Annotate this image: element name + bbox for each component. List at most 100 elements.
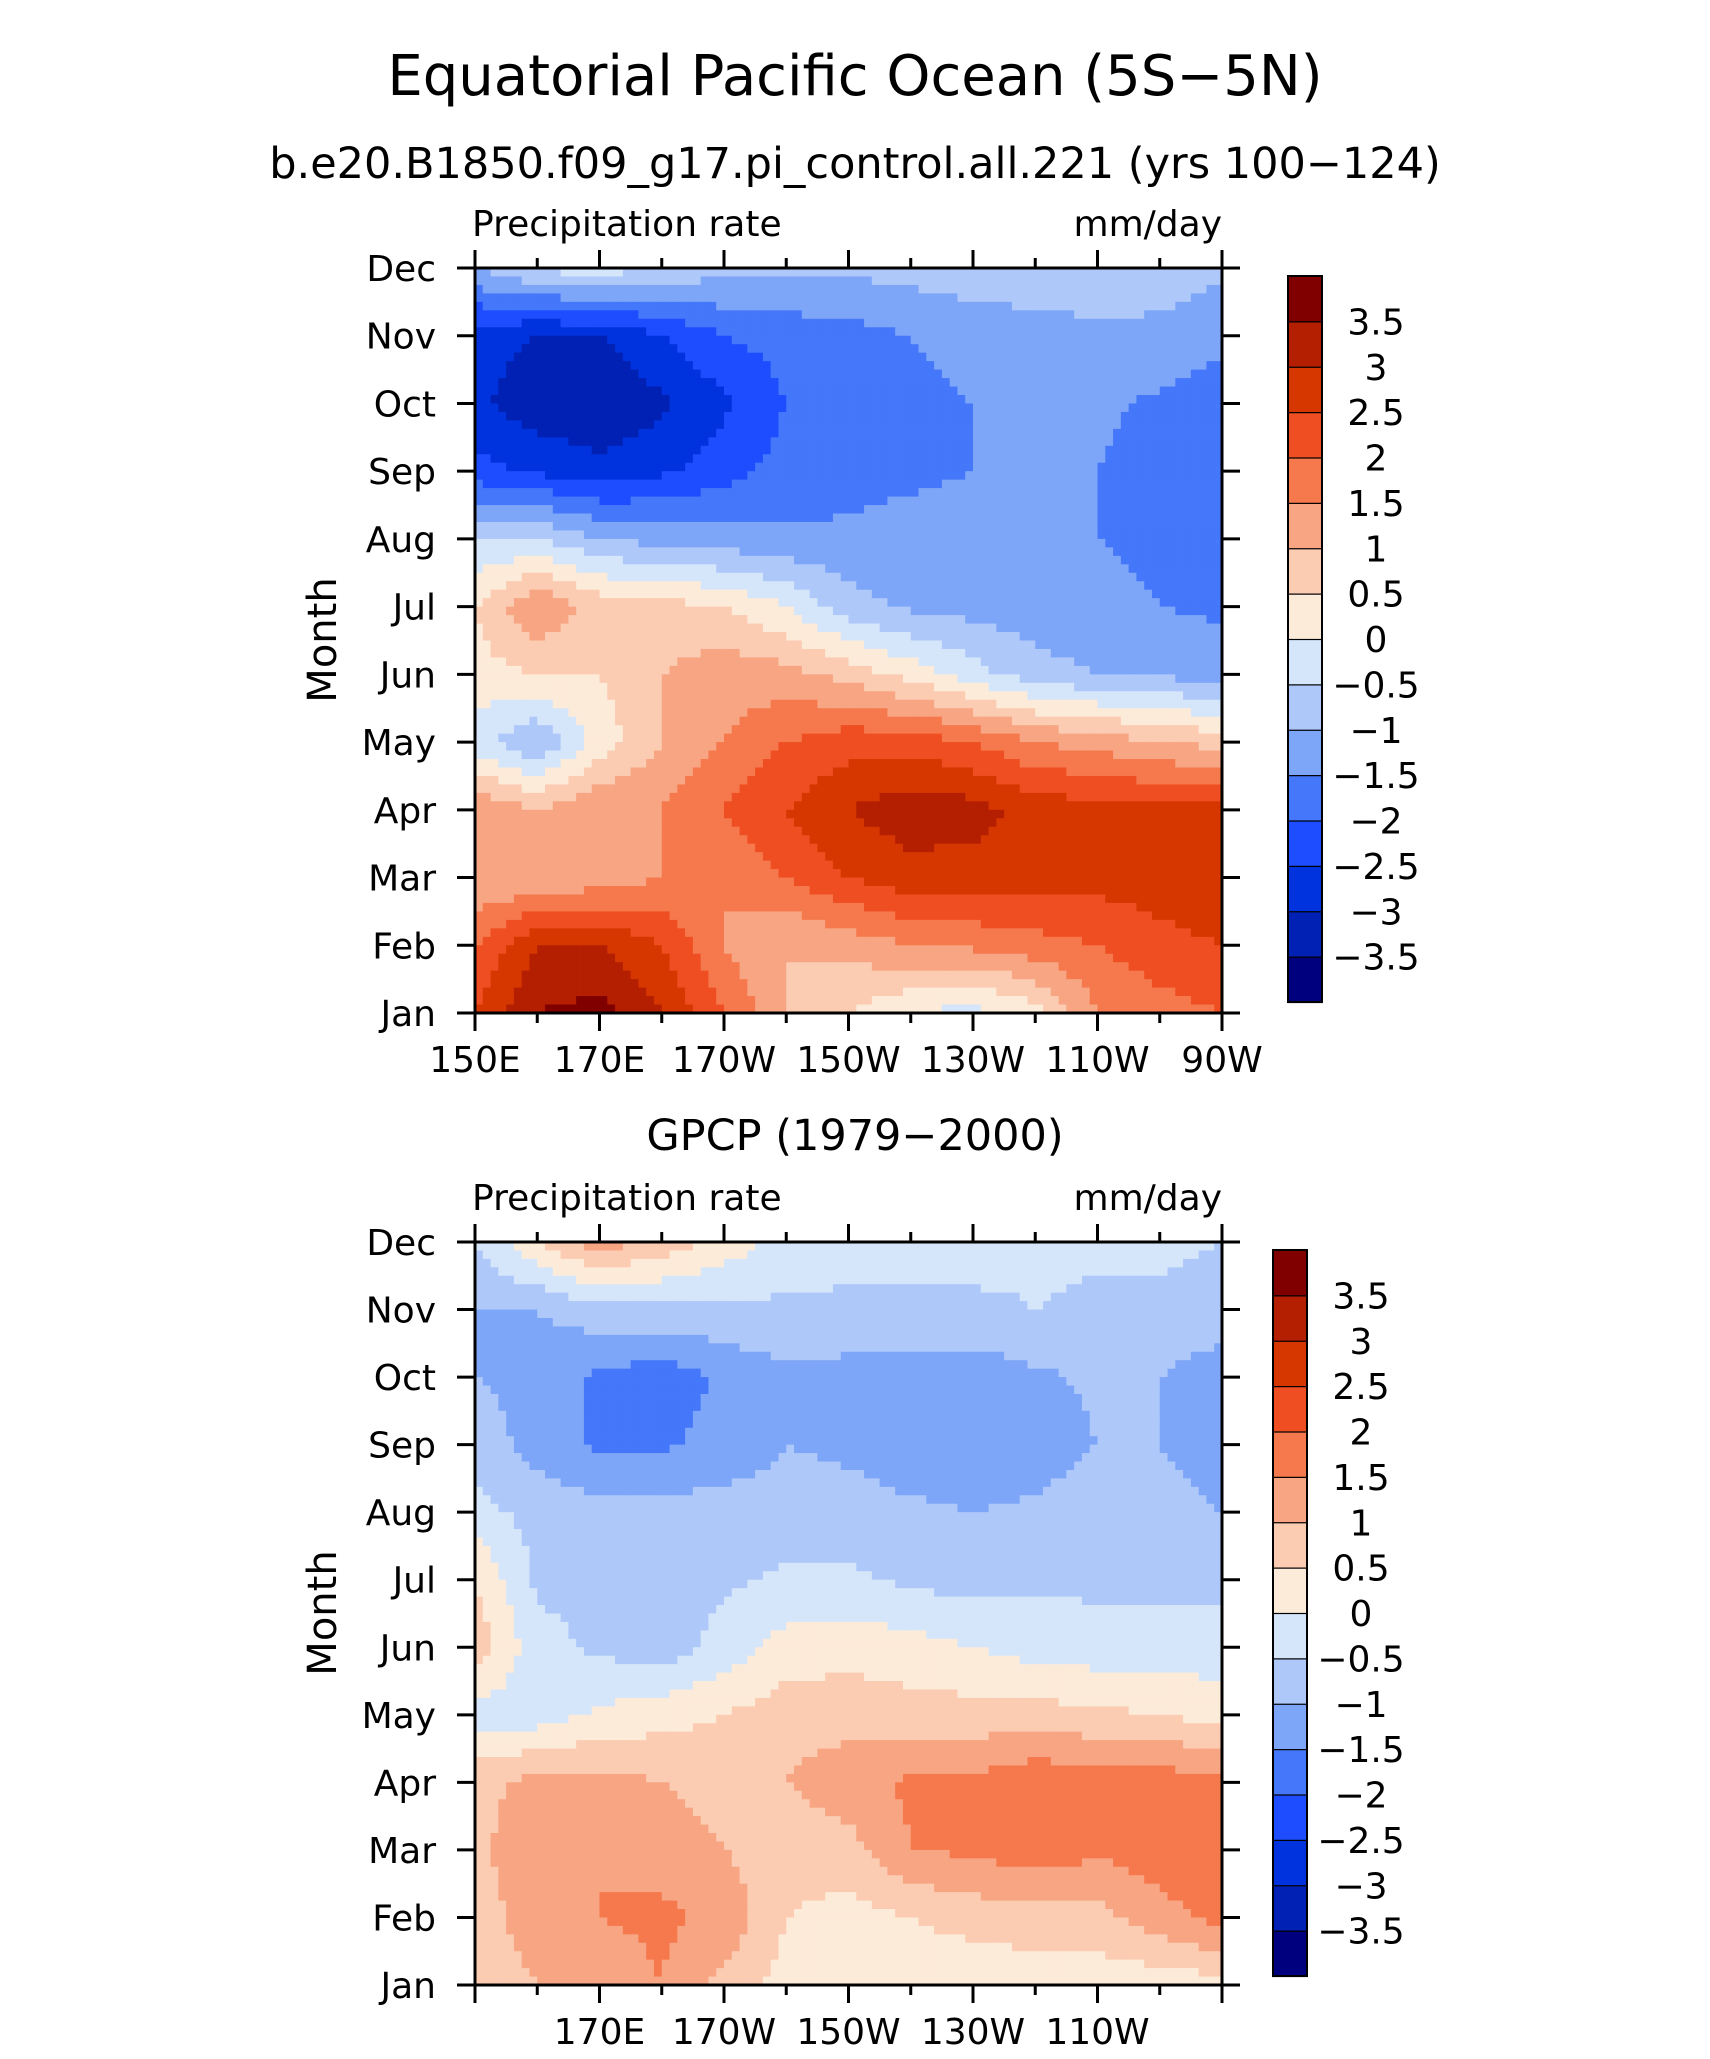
heatmap-cell	[1175, 268, 1184, 278]
heatmap-cell	[583, 589, 593, 599]
heatmap-cell	[1175, 564, 1184, 574]
heatmap-cell	[677, 403, 686, 413]
heatmap-cell	[661, 530, 671, 540]
heatmap-cell	[646, 301, 655, 311]
heatmap-cell	[1206, 394, 1215, 405]
heatmap-cell	[926, 479, 935, 489]
heatmap-cell	[840, 386, 850, 396]
heatmap-cell	[591, 386, 601, 396]
heatmap-cell	[1004, 530, 1013, 540]
heatmap-cell	[1089, 301, 1099, 311]
heatmap-cell	[910, 691, 920, 701]
heatmap-cell	[1198, 462, 1208, 472]
heatmap-cell	[1004, 615, 1013, 625]
heatmap-cell	[856, 648, 865, 659]
heatmap-cell	[848, 479, 857, 489]
heatmap-cell	[786, 352, 795, 362]
heatmap-cell	[1074, 369, 1083, 379]
heatmap-cell	[1128, 572, 1138, 582]
heatmap-cell	[1066, 378, 1075, 388]
heatmap-cell	[1097, 293, 1106, 303]
heatmap-cell	[724, 615, 733, 625]
heatmap-cell	[677, 623, 686, 633]
heatmap-cell	[568, 276, 577, 286]
heatmap-cell	[1027, 623, 1036, 633]
heatmap-cell	[475, 606, 484, 616]
heatmap-cell	[677, 488, 686, 498]
heatmap-cell	[498, 352, 507, 362]
heatmap-cell	[513, 344, 523, 354]
heatmap-cell	[778, 496, 787, 506]
heatmap-cell	[856, 268, 865, 278]
heatmap-cell	[887, 344, 896, 354]
heatmap-cell	[949, 394, 959, 405]
heatmap-cell	[1175, 606, 1184, 616]
heatmap-cell	[996, 471, 1005, 481]
heatmap-cell	[591, 344, 601, 354]
heatmap-cell	[1128, 505, 1138, 515]
heatmap-cell	[724, 657, 733, 667]
heatmap-cell	[560, 361, 569, 371]
heatmap-cell	[700, 665, 710, 675]
heatmap-cell	[1167, 445, 1176, 455]
heatmap-cell	[910, 369, 920, 379]
heatmap-cell	[1066, 394, 1075, 405]
heatmap-cell	[755, 521, 764, 532]
heatmap-cell	[1035, 428, 1044, 438]
heatmap-cell	[583, 606, 593, 616]
heatmap-cell	[1027, 606, 1036, 616]
heatmap-cell	[794, 521, 803, 532]
heatmap-cell	[879, 632, 889, 642]
heatmap-cell	[724, 268, 733, 278]
heatmap-cell	[521, 496, 531, 506]
heatmap-cell	[677, 318, 686, 328]
heatmap-cell	[1198, 589, 1208, 599]
heatmap-cell	[1206, 276, 1215, 286]
heatmap-cell	[973, 581, 982, 591]
heatmap-cell	[1167, 640, 1176, 650]
heatmap-cell	[1019, 555, 1029, 565]
heatmap-cell	[965, 640, 974, 650]
heatmap-cell	[895, 632, 904, 642]
heatmap-cell	[1167, 488, 1176, 498]
heatmap-cell	[1183, 284, 1192, 294]
heatmap-cell	[786, 378, 795, 388]
heatmap-cell	[498, 521, 507, 532]
heatmap-cell	[1183, 564, 1192, 574]
heatmap-cell	[724, 437, 733, 447]
heatmap-cell	[513, 598, 523, 608]
heatmap-cell	[832, 564, 842, 574]
heatmap-cell	[840, 632, 850, 642]
heatmap-cell	[980, 361, 990, 371]
heatmap-cell	[545, 513, 554, 523]
heatmap-cell	[475, 496, 484, 506]
heatmap-cell	[973, 335, 982, 345]
heatmap-cell	[941, 699, 951, 709]
heatmap-cell	[864, 648, 873, 659]
heatmap-cell	[739, 471, 748, 481]
heatmap-cell	[1105, 327, 1114, 337]
heatmap-cell	[941, 648, 951, 659]
heatmap-cell	[475, 386, 484, 396]
heatmap-cell	[615, 572, 624, 582]
heatmap-cell	[599, 657, 608, 667]
heatmap-cell	[965, 665, 974, 675]
heatmap-cell	[895, 293, 904, 303]
heatmap-cell	[1113, 420, 1122, 430]
heatmap-cell	[1214, 521, 1223, 532]
heatmap-cell	[778, 335, 787, 345]
heatmap-cell	[902, 378, 912, 388]
heatmap-cell	[607, 276, 616, 286]
heatmap-cell	[521, 606, 531, 616]
heatmap-cell	[965, 327, 974, 337]
heatmap-cell	[1027, 589, 1036, 599]
heatmap-cell	[615, 521, 624, 532]
heatmap-cell	[786, 369, 795, 379]
heatmap-cell	[1105, 488, 1114, 498]
heatmap-cell	[1214, 268, 1223, 278]
heatmap-cell	[552, 496, 562, 506]
heatmap-cell	[646, 445, 655, 455]
heatmap-cell	[1190, 699, 1200, 709]
heatmap-cell	[895, 530, 904, 540]
heatmap-cell	[1167, 386, 1176, 396]
